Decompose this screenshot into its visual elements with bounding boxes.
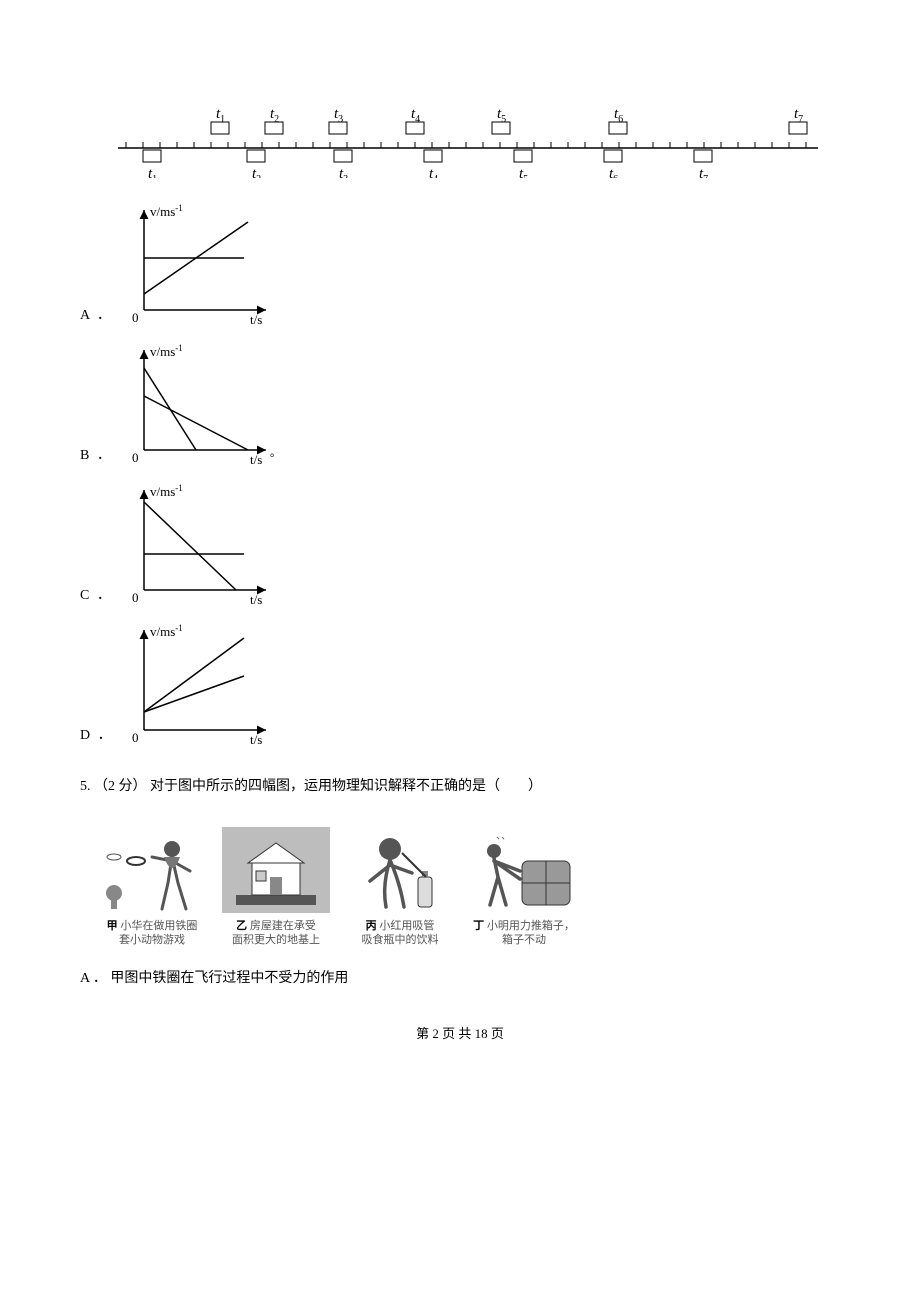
svg-text:0: 0: [132, 310, 139, 325]
q5-card-丁: 、、丁 小明用力推箱子，箱子不动: [470, 827, 578, 949]
q5-points: （2 分）: [94, 779, 147, 794]
option-b[interactable]: B ． v/ms-1 t/s 0 。: [80, 338, 840, 468]
svg-text:t/s: t/s: [250, 732, 262, 747]
chart-b-svg: v/ms-1 t/s 0 。: [116, 338, 276, 468]
q5-card-甲: 甲 小华在做用铁圈套小动物游戏: [98, 827, 206, 949]
q5-image-row: 甲 小华在做用铁圈套小动物游戏乙 房屋建在承受面积更大的地基上丙 小红用吸管吸食…: [98, 827, 840, 949]
svg-text:v/ms-1: v/ms-1: [150, 343, 183, 359]
svg-text:t6: t6: [609, 166, 618, 178]
option-c-label: C ．: [80, 584, 116, 608]
question-5: 5. （2 分） 对于图中所示的四幅图，运用物理知识解释不正确的是（ ）: [80, 774, 840, 801]
timeline-figure: t1t2t3t4t5t6t7t1t2t3t4t5t6t7: [98, 68, 840, 178]
chart-c-svg: v/ms-1 t/s 0: [116, 478, 276, 608]
svg-text:t2: t2: [252, 166, 261, 178]
svg-text:0: 0: [132, 450, 139, 465]
svg-text:。: 。: [270, 447, 276, 459]
option-b-label: B ．: [80, 444, 116, 468]
q5-option-a-text: A ． 甲图中铁圈在飞行过程中不受力的作用: [80, 971, 348, 986]
q5-stem: 对于图中所示的四幅图，运用物理知识解释不正确的是（ ）: [150, 779, 542, 794]
svg-text:、、: 、、: [496, 831, 511, 842]
svg-text:v/ms-1: v/ms-1: [150, 623, 183, 639]
q5-option-a[interactable]: A ． 甲图中铁圈在飞行过程中不受力的作用: [80, 966, 840, 993]
option-d-label: D ．: [80, 724, 116, 748]
option-a-label: A ．: [80, 304, 116, 328]
svg-text:t/s: t/s: [250, 312, 262, 327]
timeline-svg: t1t2t3t4t5t6t7t1t2t3t4t5t6t7: [98, 68, 838, 178]
q5-number: 5.: [80, 779, 91, 794]
option-c[interactable]: C ． v/ms-1 t/s 0: [80, 478, 840, 608]
page-footer: 第 2 页 共 18 页: [80, 1023, 840, 1042]
svg-text:0: 0: [132, 730, 139, 745]
svg-text:t/s: t/s: [250, 452, 262, 467]
svg-text:v/ms-1: v/ms-1: [150, 203, 183, 219]
svg-text:t4: t4: [429, 166, 438, 178]
svg-text:0: 0: [132, 590, 139, 605]
chart-d-svg: v/ms-1 t/s 0: [116, 618, 276, 748]
svg-text:v/ms-1: v/ms-1: [150, 483, 183, 499]
svg-text:t/s: t/s: [250, 592, 262, 607]
svg-text:t7: t7: [699, 166, 708, 178]
q5-card-丙: 丙 小红用吸管吸食瓶中的饮料: [346, 827, 454, 949]
q5-card-乙: 乙 房屋建在承受面积更大的地基上: [222, 827, 330, 949]
svg-text:t3: t3: [339, 166, 348, 178]
chart-a-svg: v/ms-1 t/s 0: [116, 198, 276, 328]
svg-text:t5: t5: [519, 166, 528, 178]
svg-text:t1: t1: [148, 166, 157, 178]
option-d[interactable]: D ． v/ms-1 t/s 0: [80, 618, 840, 748]
option-a[interactable]: A ． v/ms-1 t/s 0: [80, 198, 840, 328]
